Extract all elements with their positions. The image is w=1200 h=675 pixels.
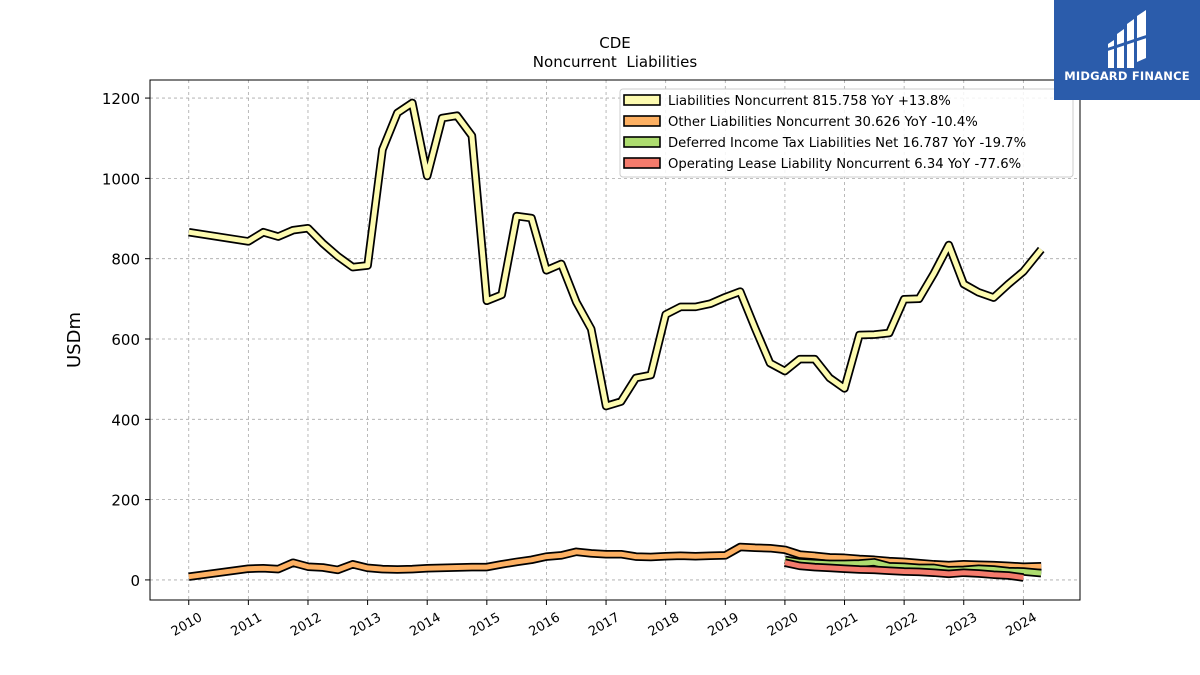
legend-box — [619, 88, 1074, 178]
legend-swatch — [623, 136, 661, 148]
legend-item-4: Operating Lease Liability Noncurrent 6.3… — [623, 157, 1021, 172]
legend-item-1: Liabilities Noncurrent 815.758 YoY +13.8… — [623, 94, 951, 109]
series-line-stroke — [188, 100, 1044, 409]
x-tick-label: 2022 — [884, 610, 920, 640]
logo-icon — [1105, 10, 1149, 68]
legend-label: Deferred Income Tax Liabilities Net 16.7… — [668, 136, 1026, 151]
series-line-stroke — [188, 544, 1042, 580]
series-line-1 — [188, 98, 1045, 411]
x-tick-label: 2015 — [467, 610, 503, 640]
chart-title: CDE — [599, 34, 631, 52]
x-tick-label: 2024 — [1004, 610, 1040, 640]
legend-item-2: Other Liabilities Noncurrent 30.626 YoY … — [623, 115, 978, 130]
legend-swatch — [623, 94, 661, 106]
legend-swatch — [623, 157, 661, 169]
x-tick-label: 2012 — [288, 610, 324, 640]
x-tick-label: 2016 — [527, 610, 563, 640]
x-tick-label: 2011 — [229, 610, 265, 640]
series-line-4 — [784, 558, 1024, 582]
x-tick-label: 2020 — [765, 610, 801, 640]
series-line-stroke — [784, 560, 1024, 580]
legend-label: Operating Lease Liability Noncurrent 6.3… — [668, 157, 1021, 172]
y-axis-label: USDm — [64, 312, 85, 368]
legend-label: Other Liabilities Noncurrent 30.626 YoY … — [668, 115, 978, 130]
x-tick-label: 2019 — [705, 610, 741, 640]
legend-label: Liabilities Noncurrent 815.758 YoY +13.8… — [668, 94, 951, 109]
brand-logo: MIDGARD FINANCE — [1054, 0, 1200, 100]
y-tick-label: 1000 — [102, 170, 140, 188]
y-tick-label: 1200 — [102, 90, 140, 108]
y-tick-label: 800 — [111, 251, 140, 269]
legend-swatch — [623, 115, 661, 127]
x-tick-label: 2010 — [169, 610, 205, 640]
x-tick-label: 2017 — [586, 610, 622, 640]
x-tick-label: 2018 — [646, 610, 682, 640]
legend-item-3: Deferred Income Tax Liabilities Net 16.7… — [623, 136, 1026, 151]
x-tick-label: 2021 — [825, 610, 861, 640]
series-layer — [188, 98, 1045, 582]
series-line-2 — [188, 542, 1042, 581]
y-tick-label: 0 — [130, 572, 140, 590]
y-tick-label: 200 — [111, 492, 140, 510]
legend: Liabilities Noncurrent 815.758 YoY +13.8… — [619, 88, 1074, 178]
y-tick-label: 600 — [111, 331, 140, 349]
plot-area-frame — [149, 79, 1081, 601]
x-tick-label: 2023 — [944, 610, 980, 640]
x-tick-label: 2013 — [348, 610, 384, 640]
logo-text: MIDGARD FINANCE — [1064, 69, 1190, 83]
x-tick-label: 2014 — [407, 610, 443, 640]
y-tick-label: 400 — [111, 411, 140, 429]
chart-subtitle: Noncurrent Liabilities — [533, 53, 698, 71]
